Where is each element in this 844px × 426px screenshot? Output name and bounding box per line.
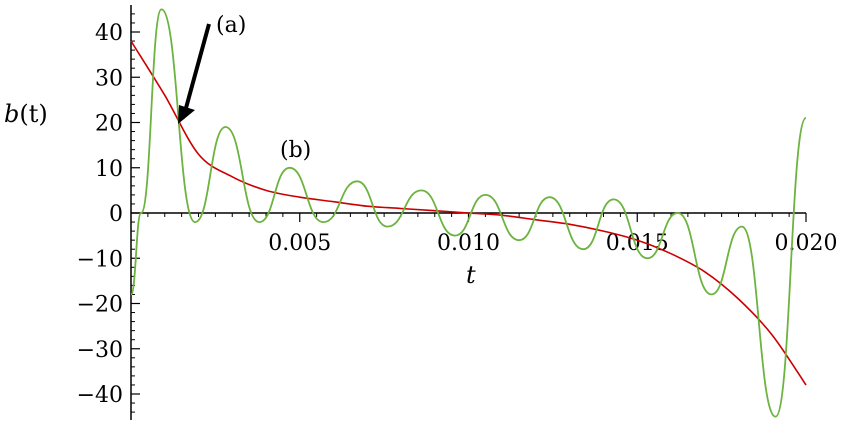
series-line-a xyxy=(130,40,807,386)
ticks: 40 30 20 10 0 −10 −20 −30 −40 0.005 0.010 0.015 0.02… xyxy=(77,13,838,413)
annotation-arrow-head xyxy=(178,105,195,124)
series-line-b xyxy=(130,8,807,418)
y-tick-label: 30 xyxy=(95,66,123,91)
series xyxy=(130,8,807,418)
x-axis-label: t xyxy=(466,261,476,289)
y-tick-label: 40 xyxy=(95,21,123,46)
annotation-a: (a) xyxy=(216,13,246,38)
annotation-arrow-shaft xyxy=(184,23,211,109)
y-tick-label: 0 xyxy=(109,202,123,227)
annotations: (a) (b) xyxy=(178,13,311,163)
y-tick-label: −30 xyxy=(77,338,123,363)
y-tick-label: 20 xyxy=(95,112,123,137)
x-tick-label: 0.015 xyxy=(606,231,669,256)
labels: b(t) t xyxy=(4,100,476,289)
x-tick-label: 0.010 xyxy=(437,231,500,256)
y-tick-label: −40 xyxy=(77,383,123,408)
x-tick-label: 0.005 xyxy=(268,231,331,256)
y-tick-label: 10 xyxy=(95,157,123,182)
y-tick-label: −20 xyxy=(77,293,123,318)
y-axis-label: b(t) xyxy=(4,100,48,128)
annotation-b: (b) xyxy=(280,138,311,163)
y-tick-label: −10 xyxy=(77,247,123,272)
x-tick-label: 0.020 xyxy=(775,231,838,256)
